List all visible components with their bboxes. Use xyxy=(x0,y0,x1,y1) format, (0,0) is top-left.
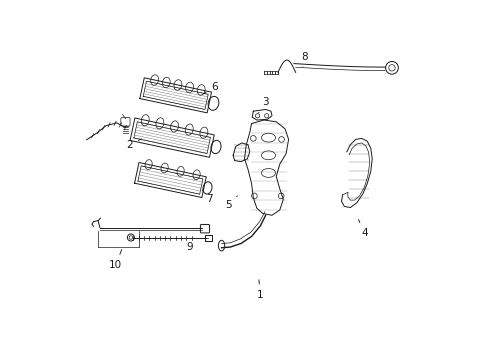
Text: 3: 3 xyxy=(258,98,268,113)
Text: 10: 10 xyxy=(109,249,122,270)
Text: 4: 4 xyxy=(358,220,367,238)
Text: 9: 9 xyxy=(181,238,193,252)
Text: 7: 7 xyxy=(202,190,212,204)
Text: 6: 6 xyxy=(203,81,217,94)
Text: 8: 8 xyxy=(301,51,307,67)
Text: 1: 1 xyxy=(257,280,263,300)
Text: 5: 5 xyxy=(225,196,237,210)
Text: 2: 2 xyxy=(126,139,141,150)
